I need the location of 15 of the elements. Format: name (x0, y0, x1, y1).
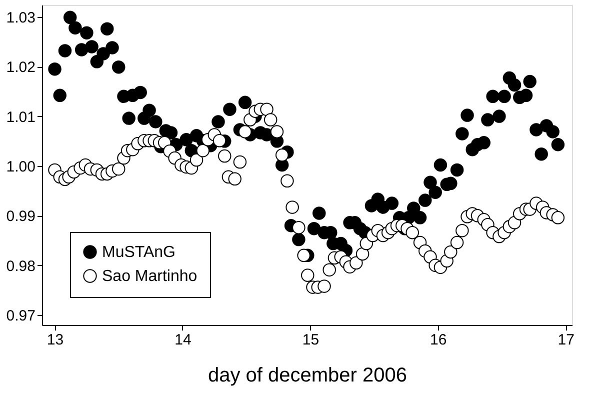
x-tick-label: 14 (174, 332, 192, 348)
x-tick-label: 17 (558, 332, 574, 348)
legend-label: Sao Martinho (102, 268, 198, 285)
y-tick-label: 1.00 (6, 158, 36, 176)
x-tick-label: 13 (46, 332, 64, 348)
y-tick-label: 1.03 (6, 9, 36, 26)
x-axis-title: day of december 2006 (208, 364, 408, 386)
y-tick-label: 0.98 (6, 258, 36, 275)
x-tick-label: 15 (302, 332, 320, 348)
legend-label: MuSTAnG (102, 244, 176, 261)
y-tick-label: 0.99 (6, 208, 36, 226)
x-tick-label: 16 (430, 332, 447, 348)
y-tick-label: 1.01 (6, 108, 36, 126)
y-tick-label: 0.97 (6, 308, 36, 325)
y-tick-label: 1.02 (6, 59, 36, 76)
